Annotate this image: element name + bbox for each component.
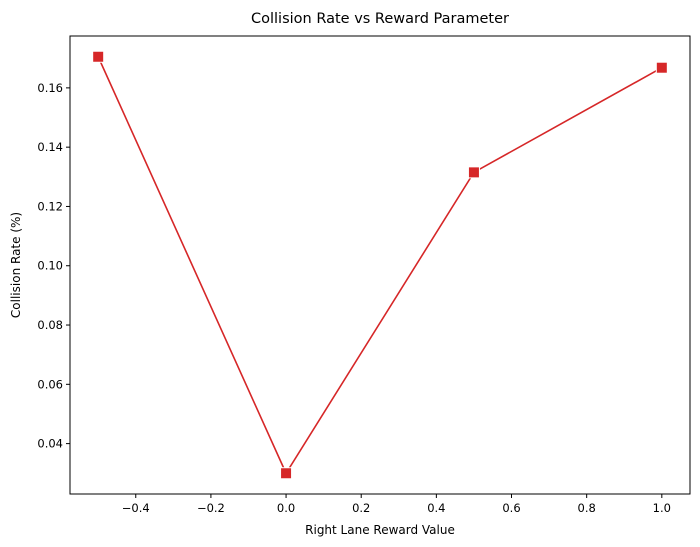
x-tick-label: 0.2 [352,501,370,515]
y-tick-label: 0.06 [37,377,63,391]
series-line [97,56,663,475]
plot-area-frame [69,35,691,495]
x-tick-label: −0.2 [197,501,225,515]
x-tick-label: 0.6 [502,501,520,515]
data-point-marker [280,467,293,480]
chart-title: Collision Rate vs Reward Parameter [251,11,509,27]
x-tick-label: 0.4 [427,501,445,515]
y-tick-label: 0.14 [37,140,63,154]
data-point-marker [92,50,105,63]
y-tick-label: 0.08 [37,318,63,332]
y-axis-label: Collision Rate (%) [9,212,23,318]
x-axis-label: Right Lane Reward Value [305,523,455,537]
y-tick-label: 0.16 [37,81,63,95]
y-tick-label: 0.10 [37,259,63,273]
x-tick-label: 0.8 [578,501,596,515]
y-tick-label: 0.04 [37,437,63,451]
series-markers [92,50,668,480]
data-point-marker [655,61,668,74]
data-point-marker [467,166,480,179]
x-tick-label: 0.0 [277,501,295,515]
x-axis: −0.4 −0.2 0.0 0.2 0.4 0.6 0.8 1.0 [122,494,671,515]
y-tick-label: 0.12 [37,199,63,213]
y-axis: 0.04 0.06 0.08 0.10 0.12 0.14 0.16 [37,81,70,451]
x-tick-label: −0.4 [122,501,150,515]
x-tick-label: 1.0 [653,501,671,515]
